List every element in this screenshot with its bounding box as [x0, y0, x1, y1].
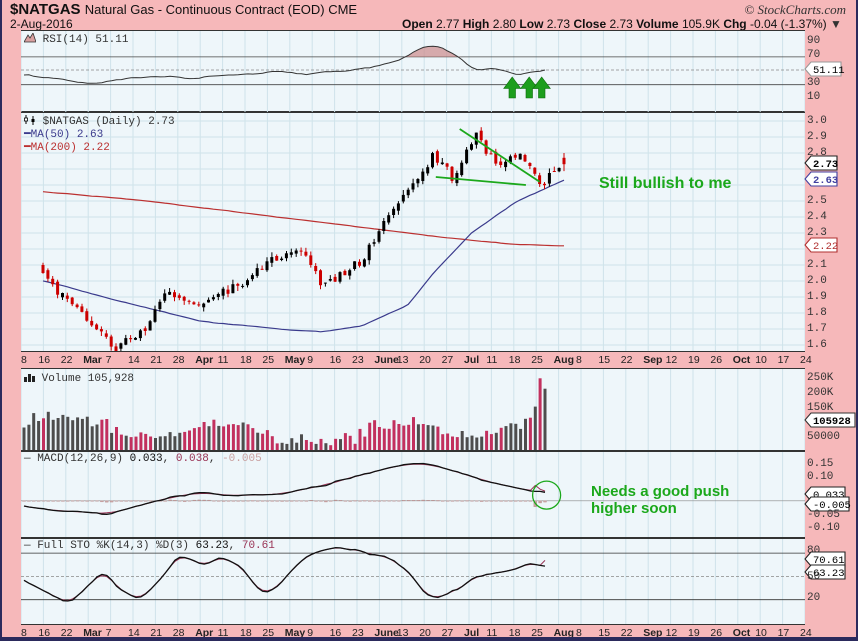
svg-text:2.22: 2.22	[813, 241, 838, 253]
svg-text:2.73: 2.73	[813, 159, 838, 171]
svg-text:51.11: 51.11	[813, 65, 845, 77]
svg-text:105928: 105928	[813, 416, 851, 428]
svg-text:2.63: 2.63	[813, 175, 838, 187]
